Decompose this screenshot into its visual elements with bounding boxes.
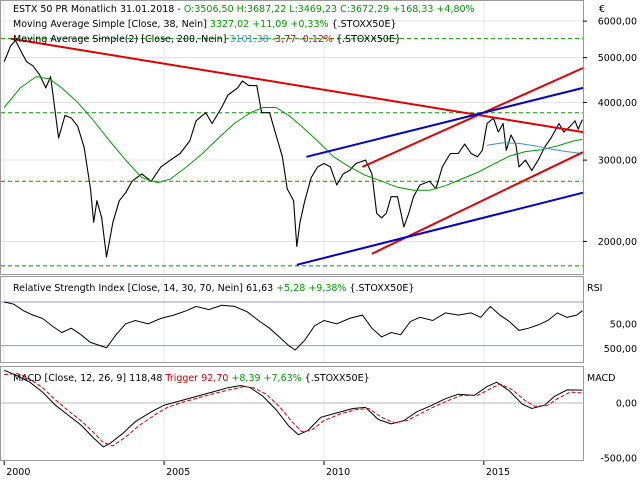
header-part: {.STOXX50E}: [302, 373, 370, 384]
header-part: 3327,02 +11,09 +0,33%: [210, 19, 329, 30]
rsi-panel: 50,00 Relative Strength Index [Close, 14…: [0, 276, 637, 363]
macd-panel: -500,00 0,00 500,00 MACD [Close, 12, 26, 9…: [0, 344, 637, 464]
header-part: Moving Average Simple(2) [Close, 200, Ne…: [13, 34, 229, 45]
y-tick-label: 6000,00: [598, 17, 637, 28]
header-part: {.STOXX50E}: [346, 283, 414, 294]
macd-panel-label: MACD: [587, 373, 615, 384]
header-part: Moving Average Simple [Close, 38, Nein]: [13, 19, 210, 30]
y-tick-label: 500,00: [604, 344, 637, 355]
macd-panel-border: [0, 366, 584, 461]
header-part: {.STOXX50E}: [329, 19, 397, 30]
header-part: MACD [Close, 12, 26, 9] 118,48: [13, 373, 165, 384]
header-part: 3101,38: [229, 34, 268, 45]
price-header-line1: ESTX 50 PR Monatlich 31.01.2018 - O:3506…: [13, 4, 475, 15]
rsi-header: Relative Strength Index [Close, 14, 30, …: [13, 283, 414, 294]
trendline-red-resistance: [10, 37, 584, 134]
header-part: {.STOXX50E}: [333, 34, 401, 45]
currency-label: €: [599, 4, 605, 15]
y-tick-label: 3000,00: [598, 156, 637, 167]
series-moving-average-simple-2-close-200-nein: [487, 142, 583, 154]
y-tick-label: -500,00: [600, 453, 637, 464]
trendline-blue-channel-upper: [306, 86, 584, 158]
series-estx-50-pr-monatlich: [3, 39, 583, 258]
rsi-panel-border: [0, 276, 584, 363]
trendline-red-channel-upper: [361, 67, 584, 168]
y-tick-label: 2000,00: [598, 237, 637, 248]
series-rsi: [4, 301, 583, 351]
y-tick-label: 5000,00: [598, 53, 637, 64]
x-axis: 2000 2005 2010 2015: [3, 461, 510, 478]
x-tick-label: 2015: [486, 467, 510, 478]
macd-header: MACD [Close, 12, 26, 9] 118,48 Trigger 9…: [13, 373, 370, 384]
header-part: O:3506,50 H:3687,22 L:3469,23 C:3672,29 …: [184, 4, 475, 15]
header-part: +8,39 +7,63%: [228, 373, 301, 384]
series-moving-average-simple-close-38-nein: [3, 76, 583, 191]
header-part: Trigger 92,70: [164, 373, 228, 384]
rsi-panel-label: RSI: [587, 283, 602, 294]
series-macd: [4, 369, 583, 448]
header-part: ESTX 50 PR Monatlich 31.01.2018 -: [13, 4, 184, 15]
header-part: -3,77 -0,12%: [269, 34, 333, 45]
price-panel: 2000,00 3000,00 4000,00 5000,00 6000,00 ESTX…: [0, 0, 637, 275]
series-macd-trigger: [4, 372, 583, 447]
header-part: +5,28 +9,38%: [276, 283, 346, 294]
y-tick-label: 0,00: [616, 399, 637, 410]
x-tick-label: 2000: [6, 467, 30, 478]
x-tick-label: 2005: [166, 467, 190, 478]
price-header-line3: Moving Average Simple(2) [Close, 200, Ne…: [13, 34, 401, 45]
x-tick-label: 2010: [326, 467, 350, 478]
y-tick-label: 4000,00: [598, 98, 637, 109]
trendline-blue-channel-lower: [296, 191, 584, 266]
header-part: Relative Strength Index [Close, 14, 30, …: [13, 283, 276, 294]
price-header-line2: Moving Average Simple [Close, 38, Nein] …: [13, 19, 397, 30]
price-panel-border: [0, 0, 584, 275]
y-tick-label: 50,00: [610, 319, 637, 330]
